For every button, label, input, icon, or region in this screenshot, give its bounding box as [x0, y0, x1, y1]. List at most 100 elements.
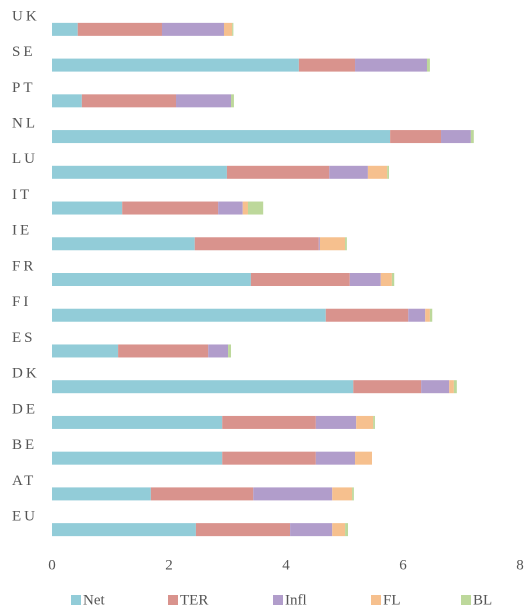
y-tick-label: NL: [12, 116, 38, 132]
bar-segment: [353, 380, 422, 394]
bar-segment: [231, 94, 234, 108]
bar-segment: [315, 451, 356, 465]
bar-segment: [52, 415, 223, 429]
bar-segment: [373, 415, 375, 429]
bar-segment: [318, 237, 320, 251]
bar-segment: [247, 201, 264, 215]
y-tick-label: ES: [12, 330, 36, 346]
bar-segment: [222, 451, 316, 465]
y-tick-label: UK: [12, 8, 40, 24]
bar-segment: [52, 58, 299, 72]
bar-segment: [441, 130, 471, 144]
bar-segment: [223, 22, 233, 36]
bar-segment: [391, 273, 395, 286]
bar-segment: [345, 237, 347, 251]
bar-segment: [349, 273, 381, 286]
legend-swatch: [461, 595, 471, 605]
bar-segment: [176, 94, 232, 108]
y-tick-label: PT: [12, 80, 36, 96]
y-tick-label: EU: [12, 509, 38, 525]
bar-segment: [390, 130, 442, 144]
bar-segment: [161, 22, 224, 36]
bar-segment: [52, 380, 354, 394]
bar-segment: [290, 523, 333, 537]
x-tick-label: 8: [516, 557, 524, 573]
bar-segment: [380, 273, 392, 286]
legend-swatch: [168, 595, 178, 605]
bar-segment: [355, 58, 427, 72]
bar-segment: [332, 487, 353, 501]
bar-segment: [195, 523, 291, 537]
y-tick-label: LU: [12, 151, 38, 167]
bar-segment: [194, 237, 319, 251]
legend-label: Infl: [285, 592, 307, 608]
bar-segment: [345, 523, 349, 537]
bar-segment: [228, 344, 232, 358]
bar-segment: [355, 451, 372, 465]
y-tick-label: IT: [12, 187, 32, 203]
bar-segment: [319, 237, 346, 251]
bar-segment: [356, 415, 374, 429]
bar-segment: [52, 201, 123, 215]
bar-segment: [325, 308, 409, 322]
bar-segment: [426, 58, 430, 72]
bar-segment: [52, 22, 78, 36]
x-tick-label: 4: [282, 557, 290, 573]
y-tick-label: DK: [12, 366, 40, 382]
bar-segment: [222, 415, 316, 429]
bar-segment: [118, 344, 209, 358]
bar-segment: [298, 58, 356, 72]
y-tick-label: FI: [12, 294, 31, 310]
y-tick-label: SE: [12, 44, 36, 60]
bar-segment: [367, 165, 388, 179]
y-tick-label: FR: [12, 258, 36, 274]
x-tick-label: 0: [48, 557, 56, 573]
bar-segment: [150, 487, 254, 501]
bar-segment: [52, 487, 151, 501]
bar-segment: [208, 344, 229, 358]
bar-segment: [52, 94, 82, 108]
bar-segment: [52, 344, 119, 358]
bar-segment: [52, 308, 326, 322]
legend-label: BL: [473, 592, 492, 608]
bar-segment: [52, 451, 223, 465]
bar-segment: [52, 273, 251, 286]
bar-segment: [232, 22, 234, 36]
legend-label: TER: [180, 592, 208, 608]
bar-segment: [52, 237, 195, 251]
x-tick-label: 6: [399, 557, 407, 573]
x-tick-label: 2: [165, 557, 173, 573]
bar-segment: [52, 523, 196, 537]
bar-segment: [52, 130, 391, 144]
bar-segment: [77, 22, 162, 36]
y-tick-label: DE: [12, 401, 38, 417]
bar-segment: [453, 380, 457, 394]
bar-segment: [226, 165, 330, 179]
bar-segment: [429, 308, 433, 322]
y-tick-label: IE: [12, 223, 32, 239]
legend-swatch: [371, 595, 381, 605]
bar-segment: [470, 130, 474, 144]
legend-label: FL: [383, 592, 401, 608]
bar-segment: [253, 487, 333, 501]
bar-segment: [122, 201, 219, 215]
bar-segment: [329, 165, 368, 179]
bar-segment: [315, 415, 357, 429]
bar-segment: [81, 94, 177, 108]
bar-segment: [449, 380, 454, 394]
bar-segment: [352, 487, 354, 501]
bar-segment: [332, 523, 346, 537]
y-tick-label: AT: [12, 473, 36, 489]
bar-segment: [52, 165, 227, 179]
bar-segment: [425, 308, 430, 322]
legend-swatch: [71, 595, 81, 605]
legend-label: Net: [83, 592, 105, 608]
bar-segment: [218, 201, 243, 215]
legend-swatch: [273, 595, 283, 605]
bar-segment: [387, 165, 389, 179]
bar-segment: [250, 273, 350, 286]
bar-segment: [408, 308, 426, 322]
y-tick-label: BE: [12, 437, 37, 453]
bar-segment: [421, 380, 450, 394]
